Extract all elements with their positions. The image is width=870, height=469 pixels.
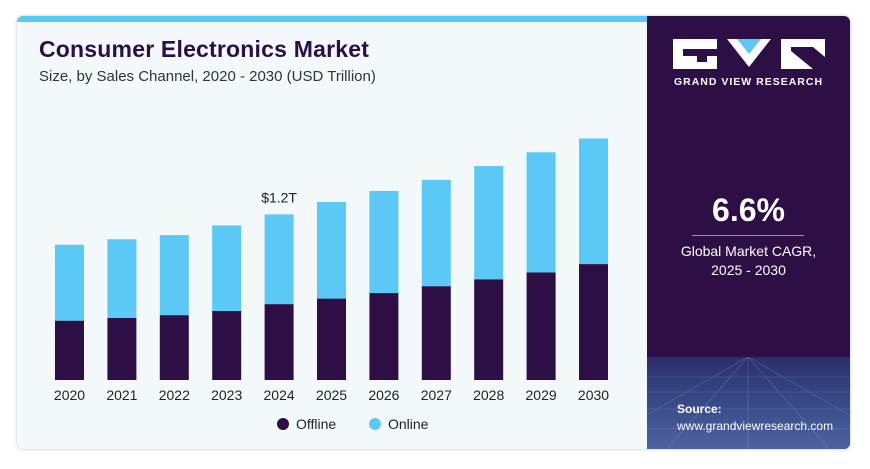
chart-title: Consumer Electronics Market xyxy=(39,36,370,62)
bar-offline-2029 xyxy=(526,272,556,380)
legend-label-online: Online xyxy=(388,416,429,432)
bar-offline-2022 xyxy=(159,315,189,380)
bar-offline-2027 xyxy=(421,286,451,380)
bar-online-2027 xyxy=(421,179,451,287)
cagr-divider xyxy=(692,235,804,236)
bar-online-2021 xyxy=(107,239,137,318)
source-panel xyxy=(647,357,850,449)
bar-offline-2025 xyxy=(317,298,346,380)
data-label-2024: $1.2T xyxy=(261,189,297,205)
grid-pattern xyxy=(647,357,850,449)
grand-view-research-logo-icon xyxy=(673,39,825,69)
x-tick-label-2020: 2020 xyxy=(54,387,85,403)
bar-online-2024 xyxy=(264,214,294,305)
sidebar-panel: GRAND VIEW RESEARCH 6.6% Global Market C… xyxy=(647,16,850,449)
chart-panel: Consumer Electronics Market Size, by Sal… xyxy=(17,16,647,449)
legend-marker-online xyxy=(369,418,381,430)
bar-offline-2026 xyxy=(369,293,399,380)
bar-online-2025 xyxy=(317,201,346,299)
x-tick-label-2028: 2028 xyxy=(473,387,504,403)
x-tick-label-2027: 2027 xyxy=(421,387,452,403)
bar-online-2022 xyxy=(159,235,189,316)
bar-offline-2021 xyxy=(107,317,137,380)
x-tick-label-2023: 2023 xyxy=(211,387,242,403)
legend-marker-offline xyxy=(277,418,289,430)
x-tick-label-2025: 2025 xyxy=(316,387,347,403)
accent-bar xyxy=(17,16,647,22)
bar-offline-2020 xyxy=(55,320,84,380)
chart-subtitle: Size, by Sales Channel, 2020 - 2030 (USD… xyxy=(39,68,376,85)
bar-online-2030 xyxy=(579,138,608,265)
bar-online-2029 xyxy=(526,152,556,273)
x-tick-label-2022: 2022 xyxy=(159,387,190,403)
cagr-value: 6.6% xyxy=(712,192,785,228)
stacked-bar-chart: 2020 2021 2022 2023 2024 2025 2026 2027 2028 2029… xyxy=(54,138,609,432)
bar-online-2028 xyxy=(474,166,504,280)
brand-name: GRAND VIEW RESEARCH xyxy=(673,76,824,88)
source-title: Source: xyxy=(677,402,722,416)
cagr-label: Global Market CAGR, 2025 - 2030 xyxy=(647,242,850,280)
x-tick-label-2030: 2030 xyxy=(578,387,609,403)
bar-offline-2024 xyxy=(264,304,294,380)
bar-offline-2030 xyxy=(579,264,608,380)
cagr-label-line2: 2025 - 2030 xyxy=(711,262,786,278)
legend-label-offline: Offline xyxy=(296,416,336,432)
x-tick-label-2024: 2024 xyxy=(264,387,295,403)
bar-online-2023 xyxy=(212,225,242,311)
source-url: www.grandviewresearch.com xyxy=(677,419,834,433)
x-tick-label-2029: 2029 xyxy=(526,387,557,403)
bar-online-2020 xyxy=(55,244,84,321)
bar-offline-2028 xyxy=(474,279,504,380)
x-tick-label-2021: 2021 xyxy=(106,387,137,403)
cagr-label-line1: Global Market CAGR, xyxy=(680,243,817,259)
x-tick-label-2026: 2026 xyxy=(368,387,399,403)
bar-offline-2023 xyxy=(212,311,242,380)
bar-online-2026 xyxy=(369,190,399,294)
chart-card: Consumer Electronics Market Size, by Sal… xyxy=(17,16,850,449)
